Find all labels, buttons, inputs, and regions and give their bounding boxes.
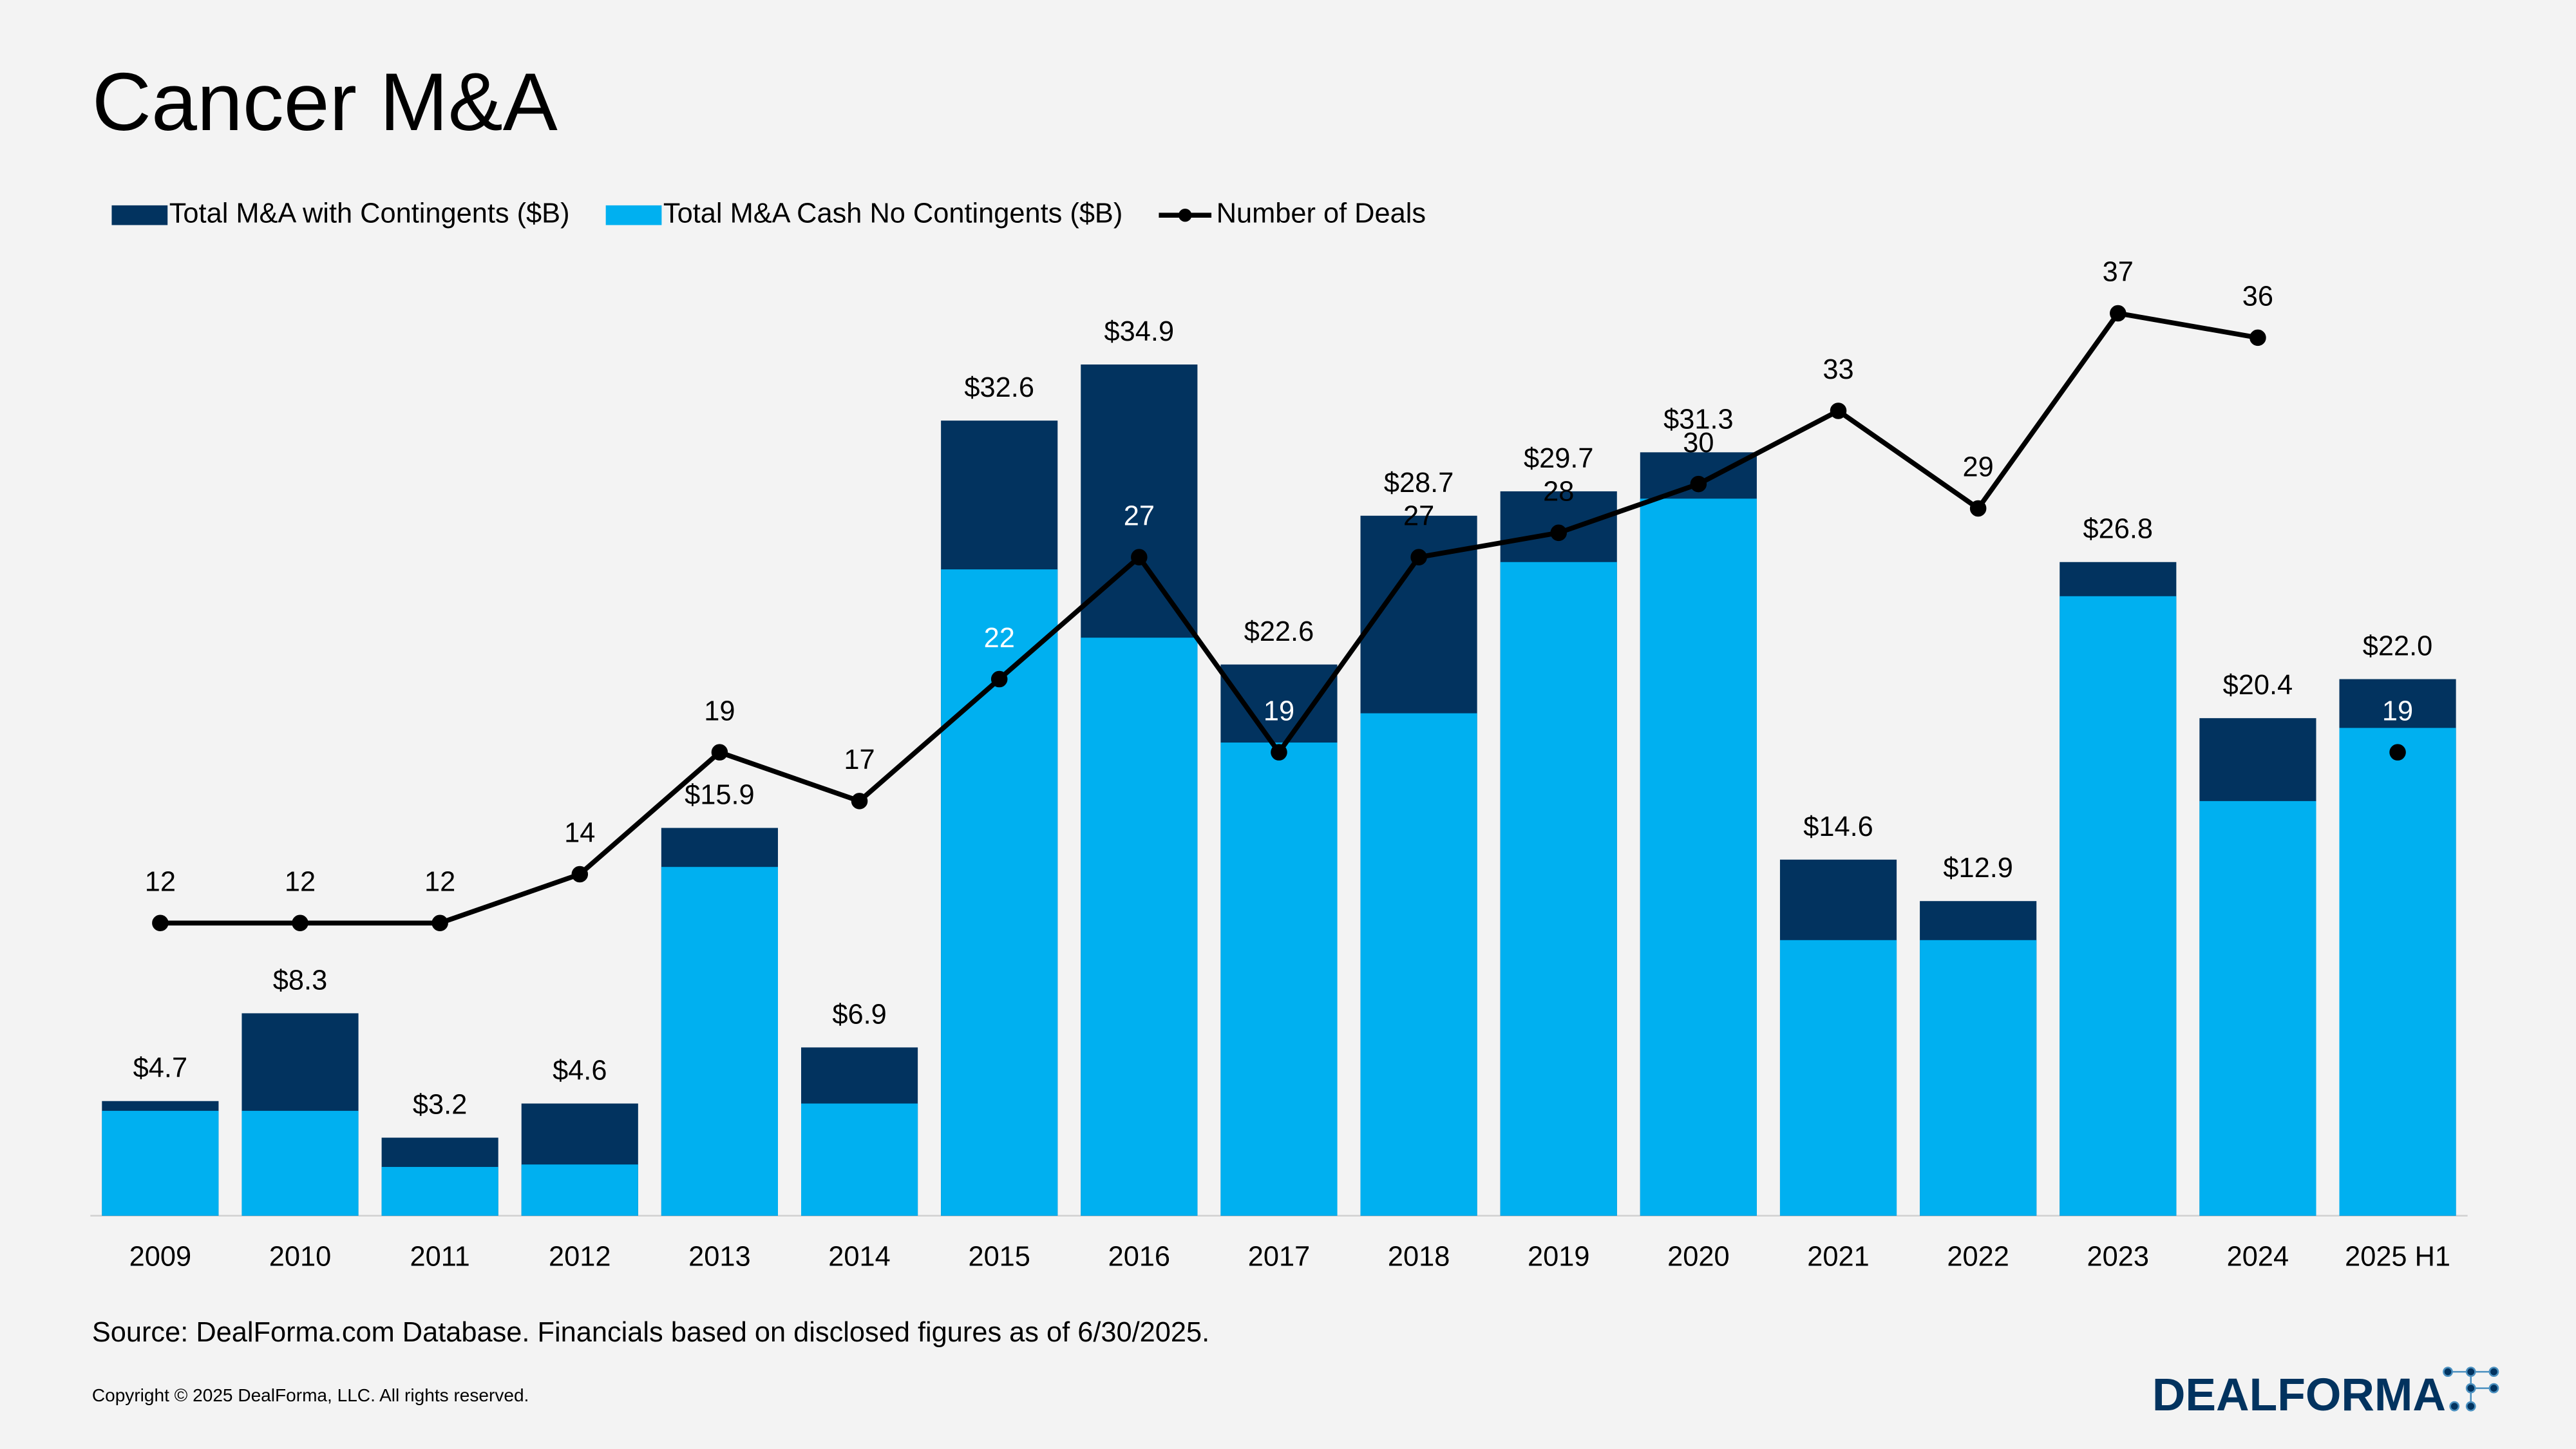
x-tick-label: 2016 bbox=[1108, 1242, 1170, 1273]
bar-value-label: $6.9 bbox=[832, 999, 886, 1030]
bar-value-label: $12.9 bbox=[1943, 853, 2013, 884]
bar-value-label: $29.7 bbox=[1524, 443, 1594, 474]
bar bbox=[2199, 800, 2316, 1216]
bar bbox=[1360, 713, 1477, 1216]
line-value-label: 28 bbox=[1543, 477, 1574, 507]
bar-value-label: $32.6 bbox=[964, 372, 1034, 403]
bar-value-label: $3.2 bbox=[413, 1090, 467, 1121]
x-tick-label: 2021 bbox=[1807, 1242, 1869, 1273]
line-marker bbox=[2249, 329, 2266, 346]
line bbox=[160, 310, 2259, 926]
x-tick-label: 2018 bbox=[1388, 1242, 1450, 1273]
legend-swatch bbox=[1179, 208, 1192, 222]
legend-swatch bbox=[605, 205, 662, 225]
x-tick-label: 2013 bbox=[688, 1242, 750, 1273]
bar-value-label: $15.9 bbox=[685, 780, 755, 811]
bar bbox=[381, 1167, 498, 1216]
line-marker bbox=[990, 670, 1008, 688]
line-value-label: 22 bbox=[984, 623, 1015, 654]
line-marker bbox=[431, 914, 448, 932]
line-value-label: 37 bbox=[2103, 257, 2134, 288]
bar bbox=[1220, 743, 1338, 1216]
bar-value-label: $14.6 bbox=[1803, 811, 1873, 842]
x-tick-label: 2022 bbox=[1947, 1242, 2009, 1273]
line-marker bbox=[1410, 549, 1427, 565]
line-value-label: 33 bbox=[1823, 354, 1853, 385]
x-tick-label: 2011 bbox=[410, 1242, 470, 1273]
line-marker bbox=[1969, 500, 1987, 517]
x-tick-label: 2017 bbox=[1248, 1242, 1310, 1273]
bar-value-label: $20.4 bbox=[2223, 670, 2293, 701]
legend-label: Total M&A Cash No Contingents ($B) bbox=[663, 198, 1122, 229]
line-marker bbox=[1131, 549, 1148, 565]
bar bbox=[242, 1110, 359, 1216]
line-marker bbox=[1830, 402, 1847, 419]
bar bbox=[1920, 940, 2037, 1216]
legend-label: Total M&A with Contingents ($B) bbox=[169, 198, 570, 229]
copyright: Copyright © 2025 DealForma, LLC. All rig… bbox=[92, 1385, 529, 1405]
bar bbox=[2060, 596, 2177, 1216]
chart-title: Cancer M&A bbox=[92, 57, 558, 148]
line-value-label: 12 bbox=[424, 867, 455, 898]
line-value-label: 27 bbox=[1124, 500, 1155, 531]
x-tick-label: 2010 bbox=[269, 1242, 331, 1273]
line-value-label: 36 bbox=[2242, 281, 2273, 312]
line-value-label: 14 bbox=[564, 818, 595, 849]
line-marker bbox=[1690, 475, 1707, 493]
bar-value-label: $22.6 bbox=[1244, 616, 1314, 647]
bar bbox=[521, 1164, 638, 1216]
x-tick-label: 2009 bbox=[129, 1242, 191, 1273]
line-value-label: 30 bbox=[1683, 428, 1714, 459]
line-marker bbox=[292, 914, 308, 932]
line-marker bbox=[1550, 524, 1567, 542]
bar-value-label: $34.9 bbox=[1104, 316, 1175, 347]
x-tick-label: 2025 H1 bbox=[2345, 1242, 2450, 1273]
x-tick-label: 2014 bbox=[828, 1242, 890, 1273]
line-value-label: 19 bbox=[1264, 696, 1294, 726]
bar-value-label: $22.0 bbox=[2363, 631, 2433, 662]
source-note: Source: DealForma.com Database. Financia… bbox=[92, 1317, 1209, 1348]
x-tick-label: 2019 bbox=[1528, 1242, 1589, 1273]
line-value-label: 19 bbox=[2382, 696, 2413, 726]
bar bbox=[1081, 638, 1198, 1216]
line-marker bbox=[571, 866, 589, 883]
bar bbox=[941, 569, 1058, 1216]
line-value-label: 19 bbox=[704, 696, 735, 726]
logo-icon bbox=[2443, 1367, 2499, 1412]
x-tick-label: 2012 bbox=[549, 1242, 611, 1273]
bar-value-label: $4.6 bbox=[553, 1056, 607, 1086]
bar-value-label: $31.3 bbox=[1663, 404, 1734, 435]
bar bbox=[800, 1103, 918, 1216]
line-value-label: 17 bbox=[844, 744, 875, 775]
line-marker bbox=[851, 793, 868, 810]
line-marker bbox=[711, 744, 728, 761]
bar-value-label: $8.3 bbox=[273, 965, 327, 996]
bar-value-label: $4.7 bbox=[133, 1053, 187, 1084]
line-value-label: 29 bbox=[1963, 452, 1994, 483]
line-value-label: 27 bbox=[1403, 500, 1434, 531]
logo: DEALFORMA bbox=[2152, 1369, 2446, 1421]
x-tick-label: 2020 bbox=[1667, 1242, 1729, 1273]
line-value-label: 12 bbox=[285, 867, 316, 898]
bar-value-label: $26.8 bbox=[2083, 514, 2154, 545]
bar bbox=[661, 867, 778, 1216]
line-marker bbox=[152, 914, 169, 932]
line-marker bbox=[2110, 305, 2126, 322]
line-value-label: 12 bbox=[145, 867, 176, 898]
x-tick-label: 2023 bbox=[2087, 1242, 2149, 1273]
line-marker bbox=[2389, 744, 2406, 761]
bar bbox=[102, 1110, 219, 1216]
legend-swatch bbox=[111, 205, 168, 225]
bar bbox=[2339, 728, 2456, 1216]
x-tick-label: 2015 bbox=[968, 1242, 1030, 1273]
legend-label: Number of Deals bbox=[1217, 198, 1426, 229]
x-tick-label: 2024 bbox=[2227, 1242, 2289, 1273]
bar-value-label: $28.7 bbox=[1384, 468, 1454, 498]
bar bbox=[1779, 940, 1897, 1216]
bar bbox=[1640, 498, 1757, 1216]
bar bbox=[1500, 562, 1617, 1216]
line-marker bbox=[1271, 744, 1287, 761]
